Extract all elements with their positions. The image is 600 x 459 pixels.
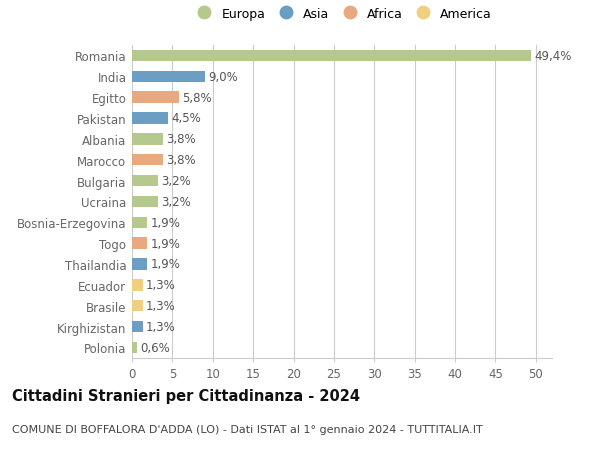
Text: Cittadini Stranieri per Cittadinanza - 2024: Cittadini Stranieri per Cittadinanza - 2… (12, 388, 360, 403)
Text: 0,6%: 0,6% (140, 341, 170, 354)
Bar (132, 280, 143, 291)
Text: 3,8%: 3,8% (166, 133, 196, 146)
Bar (132, 175, 158, 187)
Bar (132, 92, 179, 104)
Text: 1,9%: 1,9% (151, 216, 181, 229)
Text: 1,9%: 1,9% (151, 258, 181, 271)
Legend: Europa, Asia, Africa, America: Europa, Asia, Africa, America (188, 4, 496, 24)
Bar (132, 259, 148, 270)
Bar (132, 134, 163, 145)
Text: 1,3%: 1,3% (146, 279, 175, 291)
Bar (132, 72, 205, 83)
Text: 1,3%: 1,3% (146, 320, 175, 333)
Bar (132, 50, 531, 62)
Text: 9,0%: 9,0% (208, 71, 238, 84)
Text: 4,5%: 4,5% (172, 112, 202, 125)
Bar (132, 217, 148, 229)
Text: 3,2%: 3,2% (161, 196, 191, 208)
Text: 5,8%: 5,8% (182, 91, 212, 104)
Text: 1,9%: 1,9% (151, 237, 181, 250)
Bar (132, 238, 148, 249)
Bar (132, 321, 143, 332)
Text: 3,2%: 3,2% (161, 175, 191, 188)
Text: COMUNE DI BOFFALORA D'ADDA (LO) - Dati ISTAT al 1° gennaio 2024 - TUTTITALIA.IT: COMUNE DI BOFFALORA D'ADDA (LO) - Dati I… (12, 425, 483, 435)
Bar (132, 300, 143, 312)
Bar (132, 196, 158, 207)
Bar (132, 113, 169, 124)
Text: 1,3%: 1,3% (146, 300, 175, 313)
Bar (132, 342, 137, 353)
Text: 49,4%: 49,4% (534, 50, 572, 63)
Text: 3,8%: 3,8% (166, 154, 196, 167)
Bar (132, 155, 163, 166)
